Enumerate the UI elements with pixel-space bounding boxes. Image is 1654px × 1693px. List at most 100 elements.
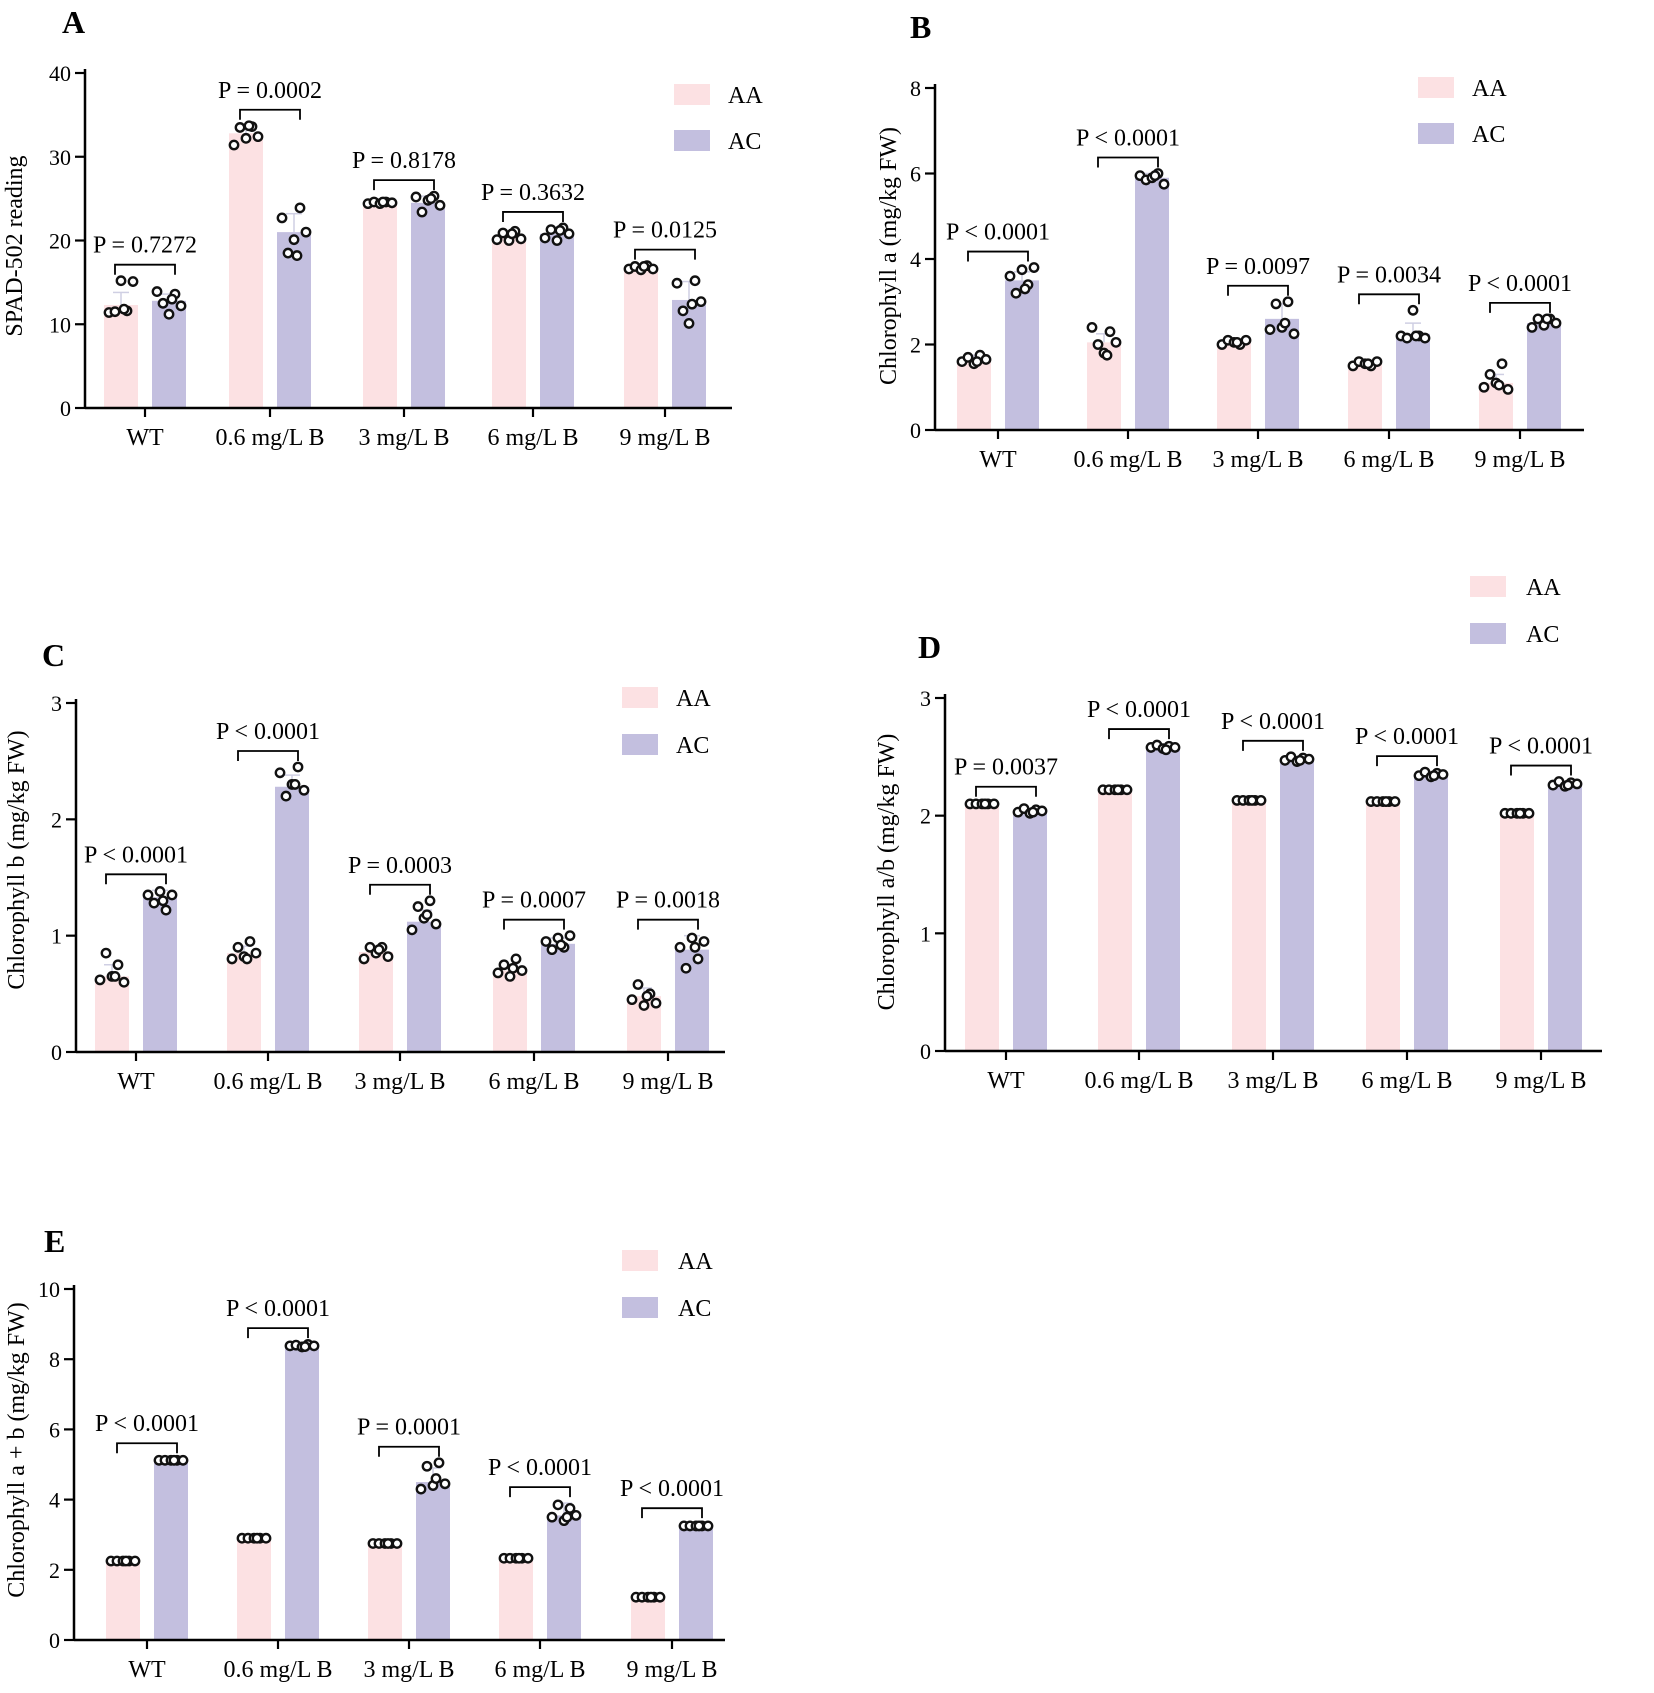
data-point-e-ac-4-1 — [546, 1511, 558, 1523]
bar-e-aa-1 — [106, 1561, 140, 1640]
data-point-b-aa-1-5 — [980, 354, 992, 365]
bar-d-aa-2 — [1098, 789, 1132, 1051]
data-point-b-aa-2-5 — [1110, 336, 1122, 348]
bar-b-aa-1 — [957, 359, 991, 430]
y-axis-label-b: Chlorophyll a (mg/kg FW) — [876, 127, 902, 385]
data-point-d-aa-4-5 — [1389, 796, 1401, 807]
data-point-c-ac-2-1 — [274, 767, 286, 779]
data-point-c-ac-4-1 — [540, 936, 552, 947]
p-value-label-d-1: P = 0.0037 — [954, 755, 1058, 781]
panel-a: A SPAD-502 reading AA AC — [2, 4, 763, 337]
data-point-d-aa-5-5 — [1523, 807, 1535, 819]
data-point-c-ac-5-1 — [674, 941, 686, 953]
data-point-a-ac-1-1 — [151, 286, 163, 297]
data-point-d-aa-4-6 — [1380, 796, 1392, 807]
data-point-b-ac-5-5 — [1550, 317, 1562, 329]
data-point-e-aa-3-5 — [391, 1538, 403, 1549]
data-point-e-ac-1-5 — [177, 1454, 189, 1466]
p-value-label-b-5: P < 0.0001 — [1468, 271, 1572, 297]
bar-d-ac-5 — [1548, 783, 1582, 1051]
bar-d-aa-5 — [1500, 813, 1534, 1051]
data-point-c-ac-5-4 — [692, 953, 704, 965]
y-tick-label-a-30: 30 — [49, 145, 71, 170]
x-tick-label-b-1: WT — [979, 447, 1017, 473]
x-tick-label-c-5: 9 mg/L B — [622, 1069, 713, 1095]
data-point-a-aa-5-5 — [647, 263, 659, 275]
bar-a-ac-2 — [277, 232, 311, 408]
legend-label-aa-b: AA — [1472, 76, 1507, 102]
x-tick-label-d-4: 6 mg/L B — [1361, 1068, 1452, 1094]
data-point-c-ac-3-2 — [412, 901, 424, 912]
y-axis-label-c: Chlorophyll b (mg/kg FW) — [4, 730, 30, 989]
legend-swatch-ac-a — [674, 130, 710, 151]
bar-a-aa-4 — [492, 236, 526, 408]
data-point-b-ac-3-2 — [1270, 298, 1282, 310]
data-point-b-ac-1-6 — [1019, 283, 1031, 295]
data-point-a-ac-1-5 — [175, 300, 187, 312]
data-point-a-ac-1-6 — [166, 293, 178, 305]
y-tick-label-e-8: 8 — [49, 1347, 60, 1372]
p-value-label-e-1: P < 0.0001 — [95, 1411, 199, 1437]
data-point-c-aa-5-2 — [632, 979, 644, 990]
data-point-a-aa-1-3 — [115, 275, 127, 287]
significance-bracket-b-4 — [1358, 293, 1420, 305]
significance-bracket-e-3 — [378, 1445, 440, 1457]
data-point-c-ac-1-1 — [142, 889, 154, 901]
data-point-c-ac-5-6 — [689, 941, 701, 953]
significance-bracket-e-5 — [641, 1507, 703, 1519]
data-point-a-ac-4-5 — [563, 228, 575, 240]
data-point-a-aa-4-5 — [515, 233, 527, 245]
y-tick-label-a-0: 0 — [60, 396, 71, 421]
data-point-e-aa-5-6 — [645, 1591, 657, 1603]
x-tick-label-c-4: 6 mg/L B — [488, 1069, 579, 1095]
data-point-c-aa-4-2 — [498, 959, 510, 971]
data-point-e-ac-5-5 — [702, 1520, 714, 1532]
significance-bracket-c-2 — [237, 750, 299, 761]
x-tick-label-a-5: 9 mg/L B — [619, 425, 710, 451]
data-point-c-aa-5-6 — [641, 990, 653, 1002]
data-point-b-ac-4-2 — [1401, 332, 1413, 344]
significance-bracket-b-5 — [1489, 301, 1551, 313]
x-tick-label-a-1: WT — [126, 425, 164, 451]
p-value-label-c-3: P = 0.0003 — [348, 853, 452, 879]
data-point-a-aa-2-3 — [240, 132, 252, 144]
data-point-c-ac-5-3 — [686, 932, 698, 944]
y-axis-label-d: Chlorophyll a/b (mg/kg FW) — [874, 734, 900, 1011]
data-point-e-aa-2-6 — [251, 1532, 263, 1544]
x-tick-label-a-3: 3 mg/L B — [358, 425, 449, 451]
data-point-a-aa-4-6 — [506, 228, 518, 240]
y-tick-label-e-6: 6 — [49, 1417, 60, 1442]
data-point-a-ac-4-3 — [551, 235, 563, 246]
data-point-c-aa-3-6 — [373, 944, 385, 956]
data-point-b-ac-2-5 — [1158, 178, 1170, 190]
legend-label-ac-a: AC — [728, 129, 761, 155]
bar-d-ac-2 — [1146, 747, 1180, 1051]
p-value-label-b-4: P = 0.0034 — [1337, 262, 1441, 288]
bar-b-aa-3 — [1217, 342, 1251, 430]
significance-bracket-b-2 — [1097, 156, 1159, 168]
bar-c-ac-4 — [541, 943, 575, 1052]
data-point-b-aa-2-4 — [1104, 326, 1116, 338]
x-tick-label-b-5: 9 mg/L B — [1474, 447, 1565, 473]
data-point-b-ac-4-6 — [1410, 330, 1422, 342]
data-point-b-ac-3-6 — [1279, 317, 1291, 329]
y-tick-label-e-4: 4 — [49, 1488, 60, 1513]
data-point-b-ac-4-5 — [1419, 332, 1431, 344]
bar-d-ac-4 — [1414, 774, 1448, 1051]
legend-label-aa-e: AA — [678, 1249, 713, 1275]
data-point-d-ac-4-5 — [1437, 769, 1449, 780]
legend-swatch-ac-e — [622, 1297, 658, 1318]
data-point-a-aa-3-6 — [377, 196, 389, 208]
p-value-label-c-2: P < 0.0001 — [216, 719, 320, 745]
bar-d-ac-3 — [1280, 759, 1314, 1051]
bar-c-aa-2 — [227, 953, 261, 1052]
data-point-b-aa-1-6 — [971, 356, 983, 367]
bar-d-aa-3 — [1232, 800, 1266, 1051]
significance-bracket-a-3 — [373, 179, 435, 191]
data-point-c-aa-3-1 — [358, 953, 370, 965]
legend-swatch-ac-b — [1418, 123, 1454, 144]
data-point-a-ac-3-6 — [425, 193, 437, 205]
p-value-label-d-4: P < 0.0001 — [1355, 724, 1459, 750]
data-point-a-aa-5-6 — [638, 261, 650, 272]
